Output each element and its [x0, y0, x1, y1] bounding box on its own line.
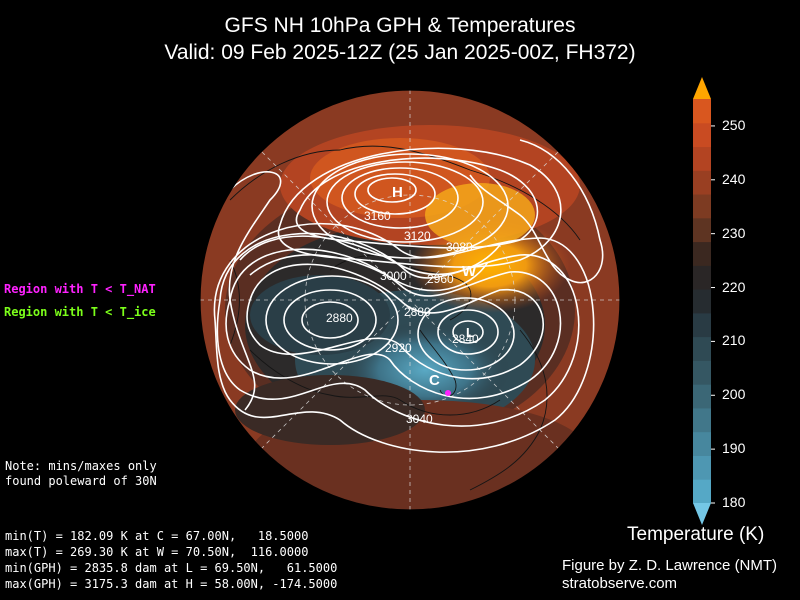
contour-low-left-1	[301, 301, 359, 339]
colorbar-extend-min	[693, 503, 711, 525]
temperature-colorbar	[693, 77, 715, 525]
map-border	[199, 89, 621, 511]
colorbar-segment	[693, 312, 711, 338]
contour-label: 3080	[446, 240, 473, 254]
contour-label: 2840	[452, 332, 479, 346]
high-marker: H	[392, 184, 403, 201]
contour-low-right-2	[437, 309, 499, 355]
colorbar-segment	[693, 217, 711, 243]
colorbar-segment	[693, 265, 711, 290]
contour-2920	[246, 263, 544, 380]
colorbar-segment	[693, 241, 711, 266]
legend-t-nat: Region with T < T_NAT	[4, 282, 156, 296]
colorbar-tick-label: 180	[722, 494, 746, 510]
warm-marker: W	[462, 263, 477, 280]
contour-label: 2960	[427, 272, 454, 286]
colorbar-segment	[693, 146, 711, 171]
contour-low-right-3	[417, 297, 515, 371]
note-line1: Note: mins/maxes only	[5, 459, 157, 473]
latitude-longitude-grid	[200, 90, 620, 510]
colorbar-segment	[693, 194, 711, 219]
colorbar-segment	[693, 479, 711, 504]
colorbar-segment	[693, 431, 711, 456]
colorbar-tick-label: 230	[722, 224, 746, 241]
colorbar-segment	[693, 407, 711, 433]
contour-high-center-3	[341, 167, 459, 229]
contour-labels: 3160 3120 3080 3000 2960 2880 2880 2920 …	[326, 209, 479, 426]
meridian-diagonal-2	[261, 151, 559, 449]
contour-label: 3120	[404, 229, 431, 243]
colorbar-tick-label: 220	[722, 278, 746, 295]
note-line2: found poleward of 30N	[5, 474, 157, 488]
figure-title-line1: GFS NH 10hPa GPH & Temperatures	[224, 14, 576, 37]
contour-label: 3040	[406, 412, 433, 426]
contour-high-center-4	[326, 161, 484, 243]
figure-title-line2: Valid: 09 Feb 2025-12Z (25 Jan 2025-00Z,…	[164, 41, 636, 64]
extrema-markers: H W L C	[392, 184, 477, 396]
contour-outer-2	[228, 171, 282, 411]
temperature-field	[200, 90, 620, 510]
credit-author: Figure by Z. D. Lawrence (NMT)	[562, 557, 778, 574]
colorbar-segment	[693, 455, 711, 480]
contour-2880-outer	[225, 248, 562, 400]
contour-outer-3	[469, 139, 604, 284]
credit-website: stratobserve.com	[562, 575, 678, 592]
stat-min-gph: min(GPH) = 2835.8 dam at L = 69.50N, 61.…	[5, 561, 338, 575]
coastline-arctic	[329, 254, 472, 321]
colorbar-segment	[693, 360, 711, 385]
legend-t-ice: Region with T < T_ice	[4, 305, 156, 319]
contour-low-left-2	[283, 289, 377, 351]
stat-min-temperature: min(T) = 182.09 K at C = 67.00N, 18.5000	[5, 529, 309, 543]
colorbar-tick-label: 240	[722, 170, 746, 187]
cold-marker: C	[429, 372, 440, 389]
coastline-eurasia	[229, 145, 581, 241]
contour-3040	[216, 232, 580, 427]
colorbar-label: Temperature (K)	[627, 524, 765, 545]
colorbar-extend-max	[693, 77, 711, 99]
cold-region-left-lobe	[250, 275, 390, 355]
colorbar-segment	[693, 170, 711, 195]
contour-high-center-2	[354, 173, 436, 215]
contour-outer-1	[213, 222, 595, 453]
contour-low-right-1	[452, 320, 484, 344]
contour-label: 3160	[364, 209, 391, 223]
contour-label: 2880	[404, 305, 431, 319]
polar-stratospheric-cloud-spot	[445, 390, 451, 396]
colorbar-tick-label: 190	[722, 440, 746, 457]
colorbar-segment	[693, 122, 711, 148]
low-marker: L	[466, 325, 474, 340]
contour-label: 3000	[380, 269, 407, 283]
coastline-west	[229, 259, 240, 346]
geopotential-height-contours	[213, 139, 604, 453]
contour-label: 2880	[326, 311, 353, 325]
contour-label: 2920	[385, 341, 412, 355]
colorbar-segment	[693, 336, 711, 361]
colorbar-segment	[693, 384, 711, 409]
contour-high-center-1	[367, 177, 417, 203]
colorbar-segment	[693, 289, 711, 314]
stat-max-temperature: max(T) = 269.30 K at W = 70.50N, 116.000…	[5, 545, 309, 559]
colorbar-tick-label: 250	[722, 116, 746, 133]
colorbar-tick-label: 210	[722, 332, 746, 349]
colorbar-tick-label: 200	[722, 386, 746, 403]
contour-low-left-3	[265, 275, 399, 365]
stat-max-gph: max(GPH) = 3175.3 dam at H = 58.00N, -17…	[5, 577, 338, 591]
lower-left-dark-band	[235, 375, 425, 445]
colorbar-segment	[693, 99, 711, 124]
